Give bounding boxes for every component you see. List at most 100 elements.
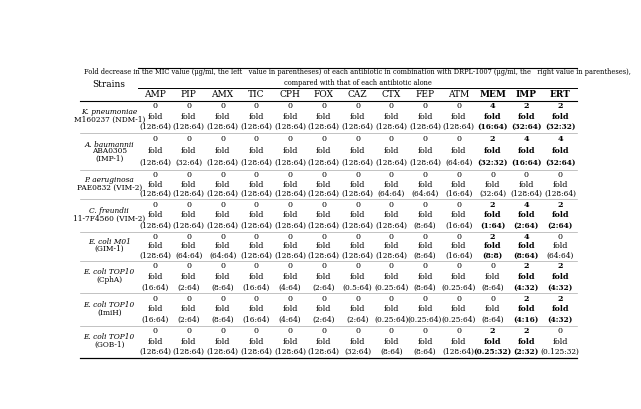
Text: (0.25:64): (0.25:64) bbox=[408, 316, 442, 324]
Text: (2:64): (2:64) bbox=[178, 283, 200, 291]
Text: fold: fold bbox=[147, 273, 163, 281]
Text: 0: 0 bbox=[422, 262, 428, 270]
Text: (8:64): (8:64) bbox=[413, 222, 437, 230]
Text: 0: 0 bbox=[254, 135, 259, 143]
Text: fold: fold bbox=[484, 148, 501, 155]
Text: (8:64): (8:64) bbox=[212, 316, 234, 324]
Text: 0: 0 bbox=[153, 201, 158, 209]
Text: 0: 0 bbox=[288, 262, 292, 270]
Text: fold: fold bbox=[519, 181, 534, 189]
Text: fold: fold bbox=[316, 181, 331, 189]
Text: fold: fold bbox=[383, 306, 399, 313]
Text: (16:64): (16:64) bbox=[142, 283, 169, 291]
Text: (8:8): (8:8) bbox=[483, 252, 503, 260]
Text: (0.25:64): (0.25:64) bbox=[442, 283, 476, 291]
Text: 0: 0 bbox=[422, 294, 428, 303]
Text: 0: 0 bbox=[456, 262, 462, 270]
Text: (4:64): (4:64) bbox=[279, 316, 301, 324]
Text: fold: fold bbox=[316, 338, 331, 346]
Text: 0: 0 bbox=[355, 135, 360, 143]
Text: 0: 0 bbox=[187, 102, 192, 110]
Text: E. coli TOP10: E. coli TOP10 bbox=[83, 268, 135, 276]
Text: (8:64): (8:64) bbox=[212, 283, 234, 291]
Text: 0: 0 bbox=[254, 294, 259, 303]
Text: (1:64): (1:64) bbox=[480, 222, 505, 230]
Text: IMP: IMP bbox=[516, 90, 537, 99]
Text: fold: fold bbox=[147, 211, 163, 219]
Text: 11-7F4560 (VIM-2): 11-7F4560 (VIM-2) bbox=[73, 214, 146, 222]
Text: (128:64): (128:64) bbox=[139, 190, 171, 198]
Text: fold: fold bbox=[484, 338, 501, 346]
Text: 0: 0 bbox=[153, 102, 158, 110]
Text: (8:64): (8:64) bbox=[413, 252, 437, 260]
Text: fold: fold bbox=[551, 148, 569, 155]
Text: fold: fold bbox=[283, 181, 298, 189]
Text: (128:64): (128:64) bbox=[139, 123, 171, 131]
Text: 0: 0 bbox=[558, 233, 563, 240]
Text: 2: 2 bbox=[524, 102, 529, 110]
Text: 0: 0 bbox=[355, 233, 360, 240]
Text: fold: fold bbox=[417, 338, 433, 346]
Text: fold: fold bbox=[350, 148, 365, 155]
Text: (128:64): (128:64) bbox=[240, 348, 272, 356]
Text: fold: fold bbox=[249, 306, 264, 313]
Text: (8:64): (8:64) bbox=[481, 283, 504, 291]
Text: fold: fold bbox=[316, 242, 331, 250]
Text: fold: fold bbox=[417, 148, 433, 155]
Text: (64:64): (64:64) bbox=[209, 252, 237, 260]
Text: 0: 0 bbox=[220, 327, 225, 335]
Text: 2: 2 bbox=[524, 294, 529, 303]
Text: ERT: ERT bbox=[549, 90, 570, 99]
Text: fold: fold bbox=[283, 211, 298, 219]
Text: C. freundii: C. freundii bbox=[89, 207, 129, 215]
Text: (32:64): (32:64) bbox=[175, 160, 203, 167]
Text: (128:64): (128:64) bbox=[206, 160, 238, 167]
Text: fold: fold bbox=[316, 211, 331, 219]
Text: (128:64): (128:64) bbox=[274, 190, 306, 198]
Text: TIC: TIC bbox=[248, 90, 265, 99]
Text: 0: 0 bbox=[254, 201, 259, 209]
Text: (128:64): (128:64) bbox=[173, 348, 205, 356]
Text: (GOB-1): (GOB-1) bbox=[94, 341, 124, 349]
Text: (128:64): (128:64) bbox=[240, 190, 272, 198]
Text: (128:64): (128:64) bbox=[206, 222, 238, 230]
Text: 0: 0 bbox=[187, 327, 192, 335]
Text: fold: fold bbox=[249, 273, 264, 281]
Text: 0: 0 bbox=[456, 102, 462, 110]
Text: (128:64): (128:64) bbox=[308, 348, 340, 356]
Text: 0: 0 bbox=[389, 327, 394, 335]
Text: (8:64): (8:64) bbox=[513, 252, 539, 260]
Text: 4: 4 bbox=[524, 233, 529, 240]
Text: (2:64): (2:64) bbox=[178, 316, 200, 324]
Text: 0: 0 bbox=[355, 102, 360, 110]
Text: CPH: CPH bbox=[279, 90, 301, 99]
Text: (128:64): (128:64) bbox=[544, 190, 576, 198]
Text: (16:64): (16:64) bbox=[243, 283, 270, 291]
Text: fold: fold bbox=[517, 148, 535, 155]
Text: fold: fold bbox=[551, 113, 569, 121]
Text: 0: 0 bbox=[389, 294, 394, 303]
Text: 0: 0 bbox=[456, 233, 462, 240]
Text: (32:64): (32:64) bbox=[479, 190, 506, 198]
Text: 0: 0 bbox=[288, 327, 292, 335]
Text: P. aeruginosa: P. aeruginosa bbox=[85, 176, 134, 184]
Text: fold: fold bbox=[316, 273, 331, 281]
Text: fold: fold bbox=[283, 113, 298, 121]
Text: (8:64): (8:64) bbox=[380, 348, 403, 356]
Text: 2: 2 bbox=[490, 233, 495, 240]
Text: 2: 2 bbox=[524, 327, 529, 335]
Text: K. pneumoniae: K. pneumoniae bbox=[81, 108, 137, 116]
Text: 0: 0 bbox=[355, 262, 360, 270]
Text: 0: 0 bbox=[187, 135, 192, 143]
Text: 0: 0 bbox=[288, 135, 292, 143]
Text: fold: fold bbox=[553, 338, 568, 346]
Text: 2: 2 bbox=[490, 327, 495, 335]
Text: fold: fold bbox=[551, 306, 569, 313]
Text: 0: 0 bbox=[153, 294, 158, 303]
Text: 0: 0 bbox=[288, 233, 292, 240]
Text: (128:64): (128:64) bbox=[139, 222, 171, 230]
Text: (2:64): (2:64) bbox=[313, 283, 335, 291]
Text: fold: fold bbox=[451, 273, 467, 281]
Text: 0: 0 bbox=[321, 201, 326, 209]
Text: (64:64): (64:64) bbox=[412, 190, 438, 198]
